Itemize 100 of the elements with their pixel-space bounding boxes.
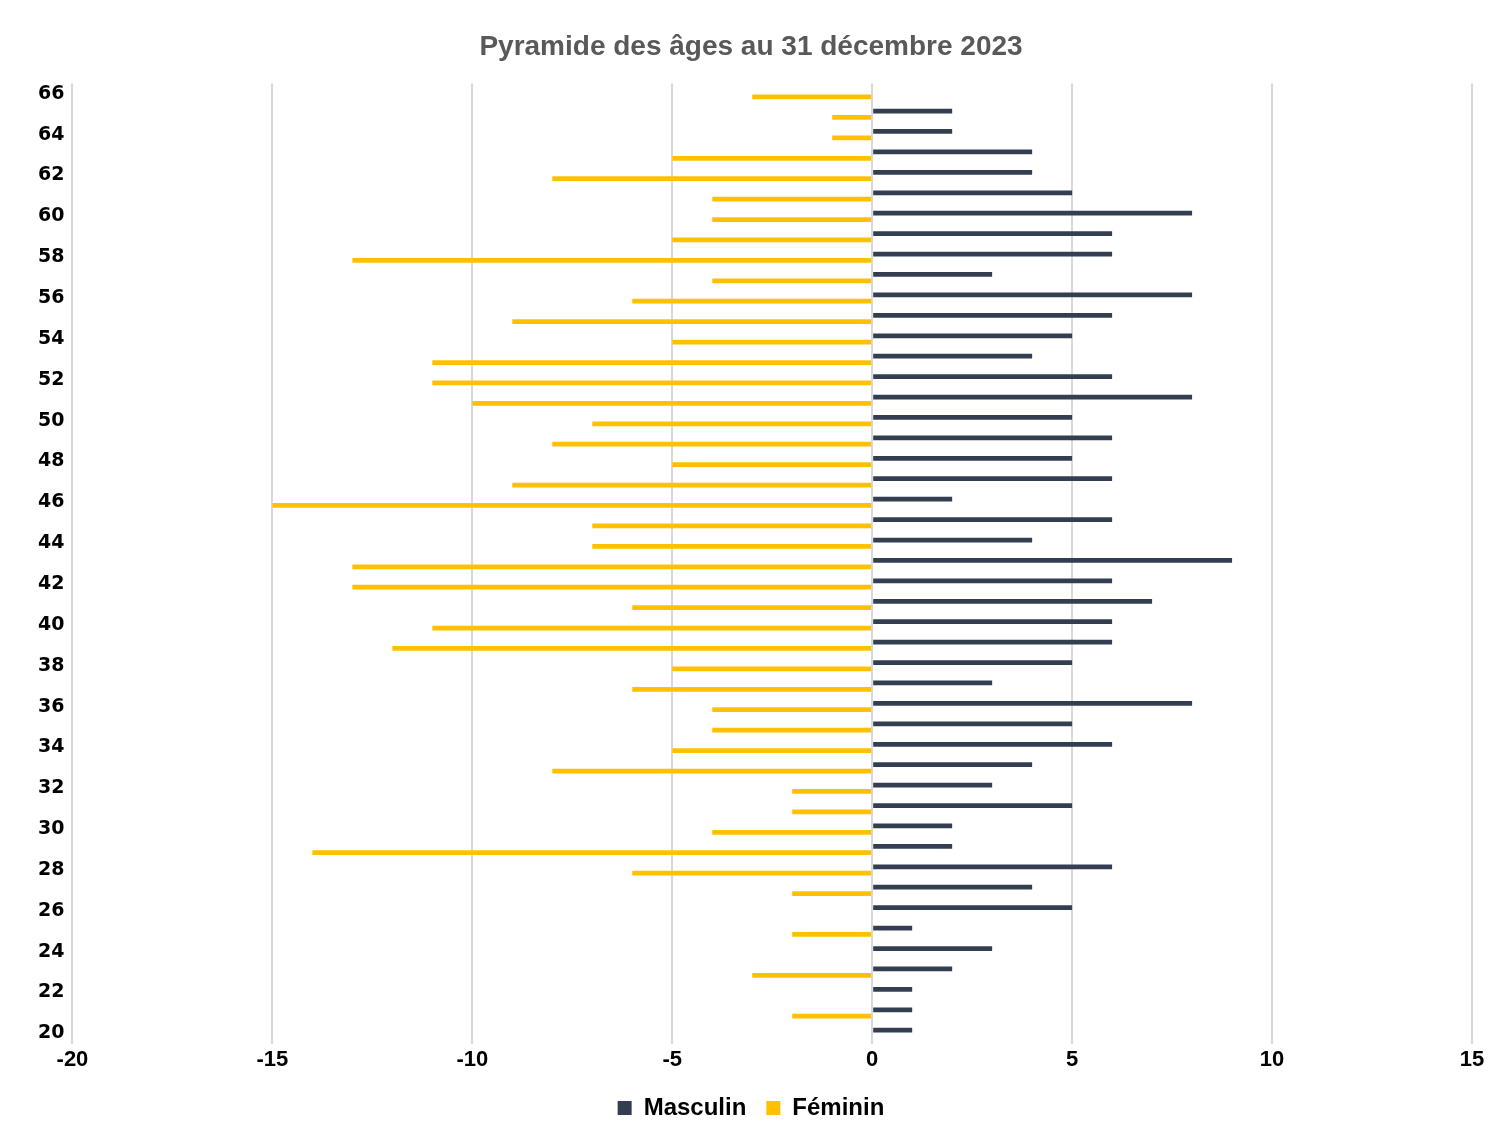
- bar: [873, 660, 1073, 665]
- y-tick-label: 50: [37, 407, 65, 430]
- y-tick-label: 32: [37, 775, 65, 798]
- bar: [873, 455, 1073, 461]
- bar: [873, 844, 953, 849]
- bar: [392, 646, 872, 651]
- x-tick-label: 15: [1459, 1045, 1485, 1071]
- bar: [552, 441, 872, 447]
- bar: [873, 905, 1073, 911]
- bar: [632, 605, 872, 610]
- x-tick-label: 5: [1066, 1045, 1079, 1071]
- bar: [873, 598, 1153, 604]
- bar: [873, 762, 1033, 768]
- bar: [792, 789, 872, 794]
- y-tick-label: 56: [37, 285, 65, 308]
- bar: [873, 190, 1073, 196]
- bar: [632, 298, 872, 304]
- y-tick-label: 58: [37, 244, 65, 267]
- bar: [712, 727, 872, 733]
- y-tick-label: 48: [37, 448, 65, 471]
- bar: [712, 829, 872, 835]
- bar: [873, 1027, 913, 1033]
- bar: [873, 578, 1113, 584]
- x-tick-label: -20: [56, 1045, 89, 1071]
- bar: [873, 946, 993, 951]
- bar: [592, 543, 872, 549]
- bar: [873, 884, 1033, 890]
- bar: [873, 333, 1073, 339]
- bar: [512, 319, 872, 325]
- bar: [873, 496, 953, 502]
- bar: [873, 987, 913, 992]
- bar: [352, 564, 872, 570]
- bar: [272, 503, 872, 508]
- bar: [352, 258, 872, 263]
- bar: [672, 748, 872, 753]
- bar: [632, 870, 872, 876]
- bar: [873, 129, 953, 134]
- bar: [873, 476, 1113, 482]
- bar: [873, 558, 1233, 563]
- bar: [792, 891, 872, 896]
- bar: [873, 517, 1113, 522]
- y-tick-label: 40: [37, 611, 65, 634]
- bar: [472, 400, 872, 406]
- bar: [792, 809, 872, 815]
- bar: [792, 932, 872, 937]
- bar: [672, 155, 872, 161]
- y-tick-label: 38: [37, 652, 65, 675]
- bar: [712, 278, 872, 284]
- bar: [752, 972, 872, 978]
- y-tick-label: 30: [37, 816, 65, 839]
- y-tick-label: 28: [37, 856, 65, 879]
- chart-title: Pyramide des âges au 31 décembre 2023: [479, 29, 1023, 61]
- y-tick-label: 24: [37, 938, 65, 961]
- bar: [432, 360, 872, 365]
- bar: [832, 135, 872, 141]
- x-tick-label: -10: [456, 1045, 489, 1071]
- bar: [873, 1007, 913, 1013]
- bar: [873, 312, 1113, 318]
- bar: [873, 619, 1113, 625]
- y-tick-label: 66: [37, 80, 65, 103]
- bar: [873, 353, 1033, 359]
- y-tick-label: 34: [37, 734, 65, 757]
- y-tick-label: 20: [37, 1020, 65, 1043]
- x-tick-label: 10: [1259, 1045, 1285, 1071]
- y-tick-label: 36: [37, 693, 65, 716]
- x-tick-label: -15: [256, 1045, 289, 1071]
- bar: [873, 210, 1193, 216]
- bar: [873, 701, 1193, 706]
- x-tick-label: 0: [866, 1045, 879, 1071]
- bar: [592, 421, 872, 427]
- bar: [672, 462, 872, 468]
- y-tick-label: 52: [37, 366, 65, 389]
- bar: [873, 169, 1033, 175]
- y-tick-label: 26: [37, 897, 65, 920]
- bar: [312, 850, 872, 856]
- y-tick-label: 42: [37, 570, 65, 593]
- y-tick-label: 54: [37, 325, 65, 348]
- y-tick-label: 64: [37, 121, 65, 144]
- bar: [873, 864, 1113, 870]
- legend-label: Masculin: [643, 1092, 747, 1120]
- y-tick-label: 46: [37, 489, 65, 512]
- bar: [873, 803, 1073, 808]
- bar: [712, 217, 872, 222]
- bar: [873, 231, 1113, 236]
- bar: [632, 686, 872, 692]
- bar: [873, 639, 1113, 645]
- bar: [873, 721, 1073, 727]
- bar: [832, 115, 872, 120]
- y-tick-label: 62: [37, 162, 65, 185]
- bar: [873, 374, 1113, 379]
- bar: [552, 176, 872, 182]
- y-tick-label: 60: [37, 203, 65, 226]
- bar: [352, 584, 872, 590]
- y-tick-label: 44: [37, 530, 65, 553]
- legend-label: Féminin: [792, 1092, 885, 1120]
- bar: [792, 1013, 872, 1019]
- bar: [873, 272, 993, 277]
- bar: [873, 415, 1073, 420]
- bar: [712, 707, 872, 713]
- x-tick-label: -5: [662, 1045, 683, 1071]
